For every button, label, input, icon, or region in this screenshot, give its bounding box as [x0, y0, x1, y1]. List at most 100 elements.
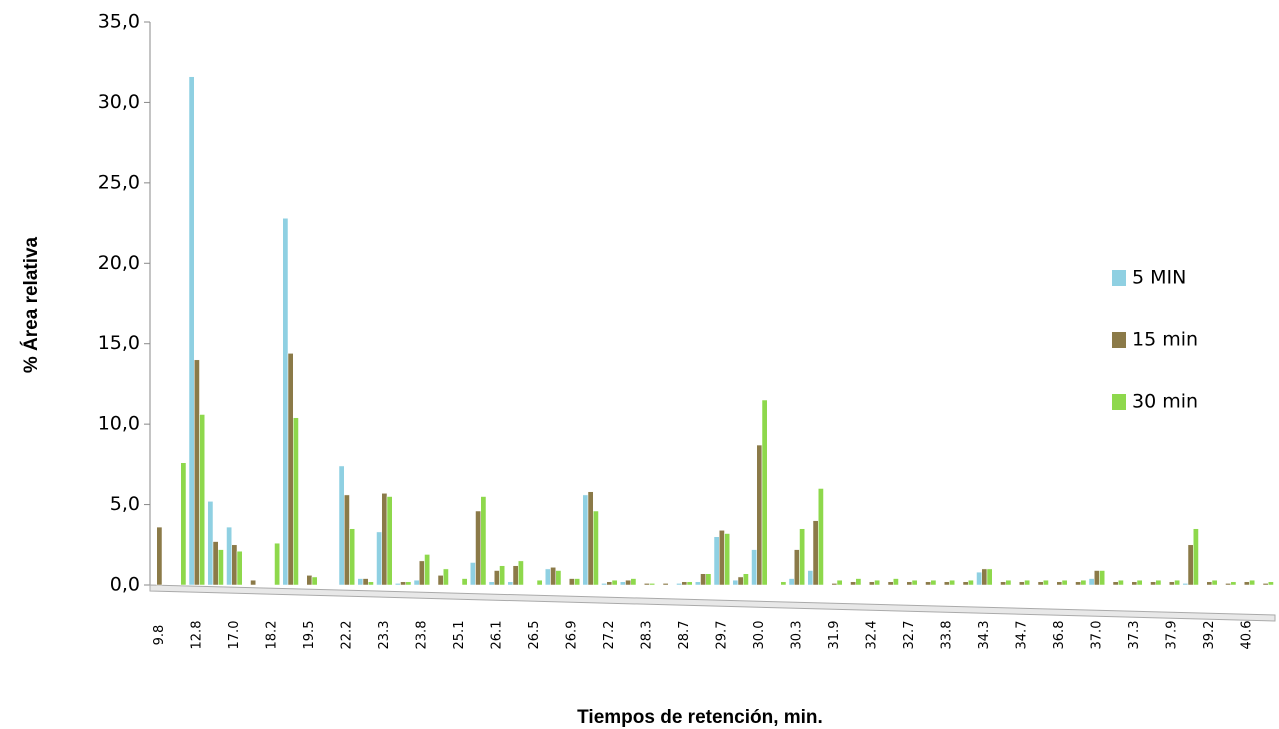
bar: [1094, 570, 1100, 586]
bar: [1075, 581, 1081, 586]
bar: [1112, 581, 1119, 586]
bar: [180, 462, 187, 586]
x-tick-label: 40.6: [1239, 621, 1254, 650]
bar: [625, 579, 631, 586]
x-tick-label: 25.1: [452, 621, 467, 650]
x-tick-label: 32.7: [902, 621, 917, 650]
bar: [555, 570, 562, 586]
x-tick-label: 33.8: [939, 621, 954, 650]
bar: [893, 578, 899, 586]
bar: [536, 579, 543, 586]
bar: [611, 579, 618, 586]
bar: [981, 568, 988, 586]
bar: [606, 581, 613, 586]
bar: [695, 581, 701, 586]
legend-swatch: [1112, 394, 1126, 410]
bar: [287, 353, 294, 586]
bar: [962, 581, 969, 586]
bar: [494, 570, 500, 586]
bar: [218, 549, 224, 586]
bar: [1099, 570, 1105, 586]
bar: [911, 579, 918, 586]
bar: [1080, 579, 1087, 586]
y-axis-title: % Área relativa: [20, 236, 42, 373]
bar: [231, 544, 238, 586]
bar: [1136, 579, 1143, 586]
bar: [601, 583, 607, 586]
bar: [788, 578, 795, 586]
bar: [949, 579, 955, 586]
bar: [794, 549, 800, 586]
bar: [587, 491, 594, 586]
bar: [311, 576, 318, 586]
x-tick-label: 30.0: [752, 621, 767, 650]
bar: [906, 581, 913, 586]
bar: [188, 76, 195, 586]
bar: [1193, 528, 1199, 586]
bar: [413, 579, 420, 586]
bar: [1262, 583, 1269, 586]
bar: [274, 542, 280, 586]
bar: [944, 581, 950, 586]
x-tick-label: 18.2: [264, 621, 279, 650]
bar: [1187, 544, 1194, 586]
bar: [1043, 579, 1049, 586]
legend-label: 15 min: [1132, 329, 1198, 351]
bar: [1005, 579, 1012, 586]
bar: [499, 565, 505, 586]
x-tick-label: 37.9: [1164, 621, 1179, 650]
y-tick-label: 5,0: [110, 493, 140, 515]
bar: [306, 575, 313, 586]
bar: [807, 570, 814, 586]
bar: [1019, 581, 1025, 586]
x-tick-label: 9.8: [152, 625, 167, 646]
x-axis-title: Tiempos de retención, min.: [577, 707, 823, 728]
bar: [250, 579, 256, 586]
bar: [550, 567, 556, 586]
bar: [705, 573, 712, 586]
bar: [869, 581, 875, 586]
y-tick-label: 30,0: [98, 91, 140, 113]
bar: [376, 531, 382, 586]
y-tick-label: 10,0: [98, 413, 140, 435]
bar: [582, 494, 589, 586]
bar: [1061, 579, 1068, 586]
bar: [395, 583, 401, 586]
bar: [719, 530, 725, 586]
x-tick-label: 32.4: [864, 621, 879, 650]
bar: [357, 578, 364, 586]
bar: [362, 578, 369, 586]
bar: [1056, 581, 1063, 586]
bar: [751, 549, 757, 586]
bar: [818, 488, 824, 586]
bar: [518, 560, 524, 586]
x-tick-label: 12.8: [189, 621, 204, 650]
bar: [681, 581, 688, 586]
bar: [968, 579, 974, 586]
x-tick-label: 23.8: [414, 621, 429, 650]
bar: [338, 465, 345, 586]
x-tick-label: 37.0: [1089, 621, 1104, 650]
bar: [194, 359, 200, 586]
bar: [850, 581, 856, 586]
bar: [207, 501, 214, 586]
bar: [1037, 581, 1044, 586]
bar: [1211, 579, 1218, 586]
bar: [381, 493, 388, 586]
x-tick-label: 30.3: [789, 621, 804, 650]
bar: [437, 575, 444, 586]
y-tick-label: 25,0: [98, 171, 140, 193]
bar: [799, 528, 805, 586]
bar: [1024, 579, 1030, 586]
x-tick-label: 26.1: [489, 621, 504, 650]
x-tick-label: 39.2: [1202, 621, 1217, 650]
bar: [293, 417, 299, 586]
x-tick-label: 26.5: [527, 621, 542, 650]
x-tick-label: 36.8: [1052, 621, 1067, 650]
bar: [545, 568, 551, 586]
bar: [855, 578, 862, 586]
bar: [1249, 579, 1255, 586]
bar: [475, 510, 481, 586]
bar: [925, 581, 931, 586]
bar: [874, 579, 880, 586]
